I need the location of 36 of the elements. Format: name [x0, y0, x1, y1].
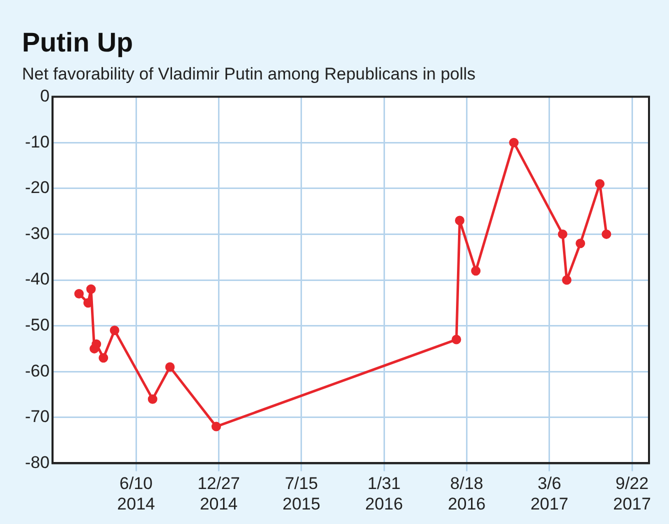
- point: [471, 266, 481, 276]
- x-tick-label: 12/27 2014: [197, 474, 240, 514]
- chart-title: Putin Up: [22, 28, 133, 58]
- x-tick-label: 3/6 2017: [530, 474, 568, 514]
- point: [562, 275, 572, 285]
- point: [558, 229, 568, 239]
- point: [165, 362, 175, 372]
- y-tick-label: -40: [24, 270, 50, 289]
- x-tick-label: 1/31 2016: [365, 474, 403, 514]
- x-tick-label: 7/15 2015: [282, 474, 320, 514]
- y-tick-label: 0: [40, 86, 50, 106]
- point: [212, 422, 221, 432]
- point: [148, 394, 158, 404]
- y-tick-label: -80: [24, 452, 50, 472]
- point: [74, 288, 84, 298]
- point: [602, 229, 612, 239]
- y-tick-label: -30: [24, 224, 50, 243]
- point: [110, 326, 120, 336]
- point: [576, 238, 586, 248]
- point: [595, 179, 605, 189]
- point: [454, 216, 464, 226]
- point: [83, 298, 93, 308]
- y-tick-label: -70: [24, 407, 50, 426]
- point: [86, 284, 96, 294]
- y-tick-label: -60: [24, 361, 50, 380]
- y-tick-label: -50: [24, 315, 50, 334]
- chart-subtitle: Net favorability of Vladimir Putin among Republicans in polls: [22, 64, 476, 84]
- x-tick-label: 9/22 2017: [613, 474, 651, 514]
- x-tick-label: 8/18 2016: [448, 474, 486, 514]
- point: [509, 138, 519, 148]
- y-tick-label: -20: [24, 178, 50, 198]
- x-tick-label: 6/10 2014: [117, 474, 155, 514]
- y-tick-label: -10: [24, 132, 50, 152]
- point: [92, 339, 102, 349]
- point: [452, 334, 462, 344]
- point: [98, 353, 108, 363]
